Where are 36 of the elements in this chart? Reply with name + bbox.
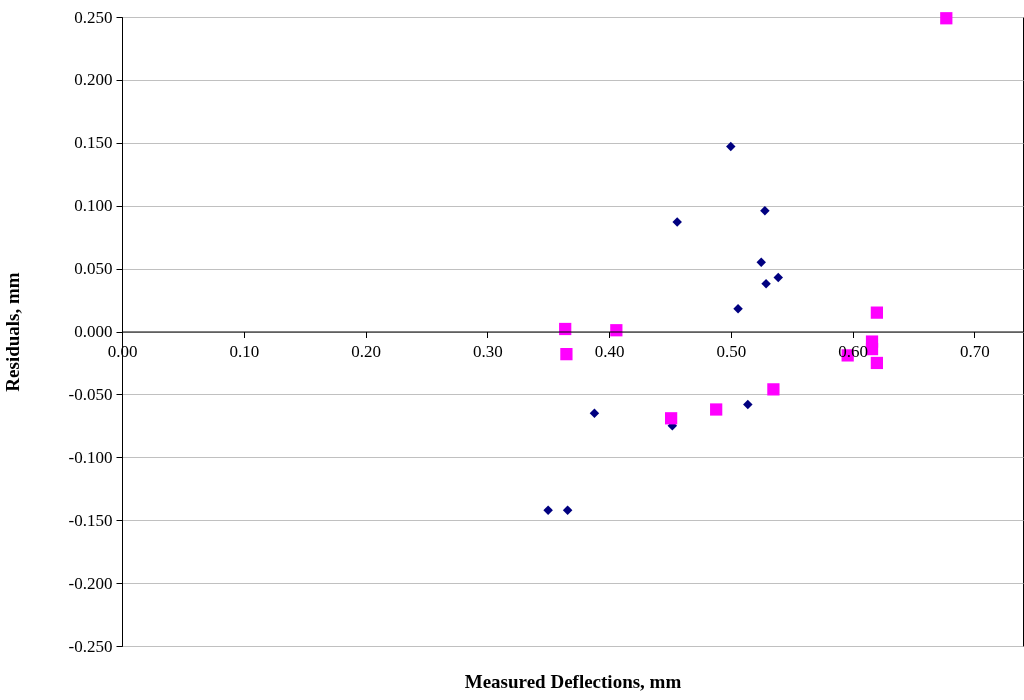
point: [543, 505, 553, 515]
y-axis-title: Residuals, mm: [1, 272, 23, 392]
y-tick-label: 0.250: [74, 7, 113, 27]
x-tick-label: 0.10: [229, 342, 260, 361]
point: [767, 383, 780, 396]
x-tick-label: 0.20: [351, 342, 381, 361]
point: [760, 205, 770, 216]
point: [756, 257, 766, 268]
point: [562, 505, 573, 515]
y-tick-label: -0.050: [68, 384, 113, 404]
y-tick-label: -0.100: [68, 447, 113, 467]
point: [743, 399, 753, 410]
point: [940, 12, 953, 25]
point: [773, 272, 784, 283]
point: [726, 141, 736, 152]
x-tick-label: 0.40: [594, 342, 625, 361]
y-tick-label: 0.150: [74, 133, 113, 153]
point: [672, 217, 682, 227]
x-tick-label: 0.50: [716, 342, 747, 361]
y-tick-label: -0.200: [68, 573, 113, 593]
point: [589, 408, 600, 419]
x-tick-label: 0.70: [959, 342, 990, 361]
y-tick-label: 0.000: [74, 322, 113, 341]
point: [560, 348, 573, 361]
x-tick-label: 0.30: [472, 342, 503, 361]
point: [870, 356, 884, 370]
y-tick-label: -0.250: [68, 636, 113, 656]
x-axis-title: Measured Deflections, mm: [464, 670, 682, 692]
y-tick-label: 0.050: [74, 259, 113, 279]
y-tick-label: 0.100: [74, 196, 113, 216]
point: [761, 278, 771, 289]
y-tick-label: 0.200: [74, 70, 113, 90]
point: [710, 403, 723, 416]
point: [665, 412, 678, 425]
point: [870, 306, 884, 319]
y-tick-label: -0.150: [68, 510, 113, 530]
